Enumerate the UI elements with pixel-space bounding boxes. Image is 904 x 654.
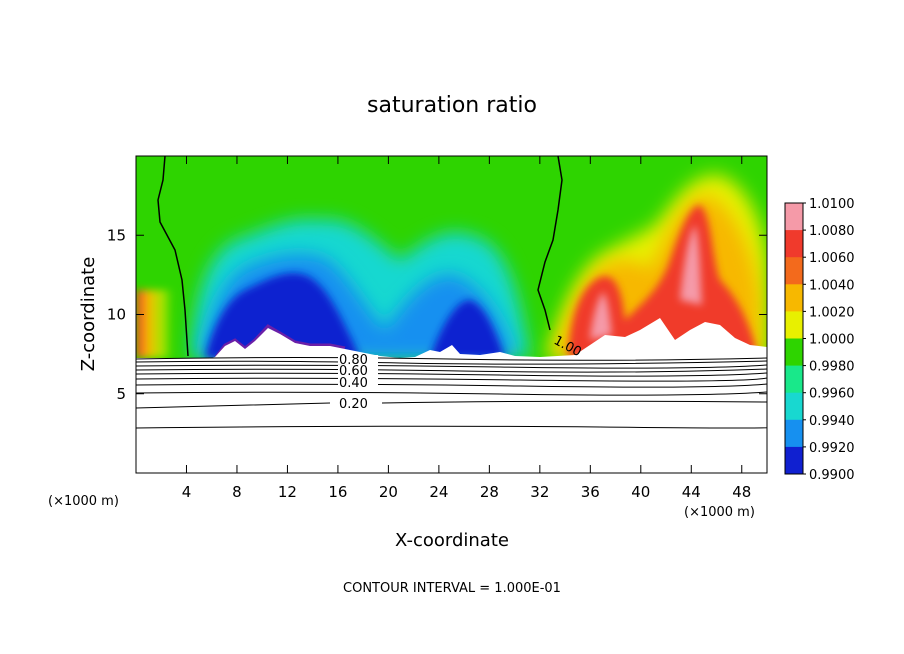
chart-title: saturation ratio: [367, 93, 537, 118]
contour-lines: [136, 156, 767, 429]
x-tick-label: 8: [232, 483, 242, 501]
supersaturated-region: [545, 174, 767, 358]
colorbar-tick-label: 1.0060: [809, 251, 855, 266]
colorbar: 1.0100 1.0080 1.0060 1.0040 1.0020 1.0000 0.99…: [784, 197, 855, 483]
contour-1.00: [157, 156, 189, 357]
cloud-mound: [200, 318, 767, 360]
colorbar-tick-label: 0.9960: [809, 387, 855, 402]
colorbar-swatch: [785, 257, 803, 285]
cloud-top-fringe: [214, 324, 346, 358]
colorbar-tick-label: 0.9980: [809, 360, 855, 375]
x-tick-label: 32: [530, 483, 549, 501]
subsaturated-region: [190, 219, 530, 358]
colorbar-swatch: [785, 392, 803, 421]
contour-label-0.80: 0.80: [339, 353, 368, 368]
contour-label-0.40: 0.40: [339, 376, 368, 391]
plot-area: 0.80 0.60 0.40 0.20 1.00: [136, 156, 767, 473]
colorbar-swatch: [785, 338, 803, 367]
y-tick-label: 15: [107, 226, 126, 244]
contour-interval-note: CONTOUR INTERVAL = 1.000E-01: [343, 581, 561, 596]
colorbar-tick-label: 1.0000: [809, 333, 855, 348]
colorbar-tick-label: 0.9920: [809, 441, 855, 456]
x-tick-label: 48: [732, 483, 751, 501]
colorbar-swatch: [785, 311, 803, 339]
x-tick-label: 36: [581, 483, 600, 501]
y-axis-label: Z-coordinate: [78, 257, 99, 372]
x-axis-label: X-coordinate: [395, 530, 509, 551]
x-tick-label: 24: [429, 483, 448, 501]
contour-label-0.60: 0.60: [339, 364, 368, 379]
x-unit-left: (×1000 m): [48, 494, 119, 509]
colorbar-tick-label: 1.0080: [809, 224, 855, 239]
colorbar-tick-label: 0.9900: [809, 468, 855, 483]
colorbar-tick-label: 1.0040: [809, 278, 855, 293]
contour-1.00-right: [537, 156, 563, 331]
x-tick-label: 4: [182, 483, 192, 501]
colorbar-swatch: [785, 284, 803, 312]
contour-label-0.20: 0.20: [339, 397, 368, 412]
colorbar-tick-label: 1.0100: [809, 197, 855, 212]
colorbar-tick-label: 1.0020: [809, 305, 855, 320]
y-tick-label: 10: [107, 306, 126, 324]
lower-white-region: [136, 358, 767, 473]
colorbar-swatch: [785, 419, 803, 448]
colorbar-swatch: [785, 365, 803, 394]
x-tick-label: 20: [379, 483, 398, 501]
left-warm-region: [136, 290, 176, 358]
colorbar-swatch: [785, 203, 803, 231]
x-tick-label: 44: [682, 483, 701, 501]
colorbar-swatch: [785, 230, 803, 258]
y-tick-label: 5: [116, 385, 126, 403]
x-tick-label: 40: [631, 483, 650, 501]
y-axis: 5 10 15: [107, 226, 767, 403]
x-tick-label: 16: [328, 483, 347, 501]
red-zone: [568, 205, 758, 358]
x-unit-right: (×1000 m): [684, 505, 755, 520]
x-tick-label: 12: [278, 483, 297, 501]
colorbar-tick-label: 0.9940: [809, 414, 855, 429]
x-tick-label: 28: [480, 483, 499, 501]
x-axis: 4 8 12 16 20 24 28 32 36 40 44 48: [182, 156, 751, 501]
colorbar-swatch: [785, 446, 803, 475]
pink-zone: [590, 225, 702, 340]
